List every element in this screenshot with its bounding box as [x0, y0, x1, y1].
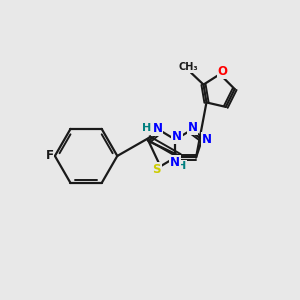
- Text: N: N: [172, 130, 182, 143]
- Text: H: H: [177, 161, 186, 171]
- Text: F: F: [46, 149, 53, 162]
- Text: S: S: [153, 164, 161, 176]
- Text: N: N: [170, 156, 180, 169]
- Text: CH₃: CH₃: [179, 62, 199, 72]
- Text: N: N: [188, 121, 197, 134]
- Text: H: H: [142, 123, 152, 133]
- Text: N: N: [202, 133, 212, 146]
- Text: N: N: [152, 122, 162, 135]
- Text: O: O: [218, 65, 228, 78]
